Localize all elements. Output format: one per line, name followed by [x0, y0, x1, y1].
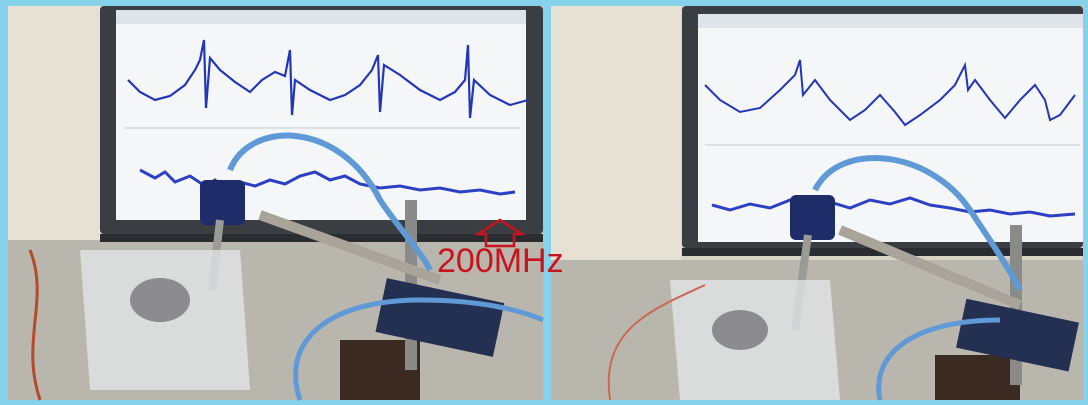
screenshot: 200MHz — [0, 0, 1088, 405]
right-photo — [551, 6, 1083, 400]
left-photo — [8, 6, 543, 400]
frequency-label: 200MHz — [437, 242, 564, 280]
